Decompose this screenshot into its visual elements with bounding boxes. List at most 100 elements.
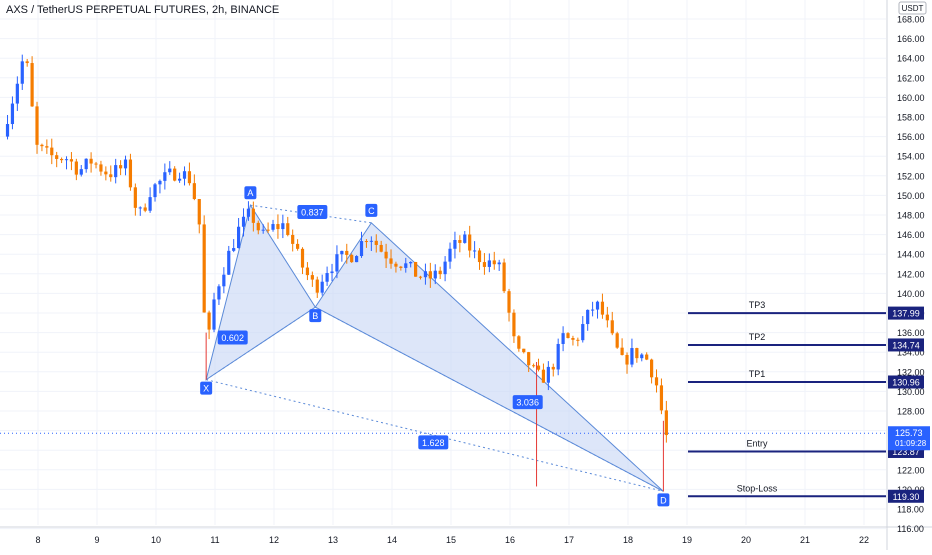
candle-body [50,147,54,156]
candle-body [25,61,29,64]
candle-body [394,263,398,267]
candle-body [369,240,373,242]
candle-body [556,343,560,370]
candle-body [148,197,152,211]
candle-body [212,299,216,330]
candle-body [364,241,369,243]
candle-body [207,312,211,330]
y-tick-label: 116.00 [897,524,924,534]
y-tick-label: 152.00 [897,171,925,181]
candle-body [256,222,260,231]
candle-body [522,348,526,353]
candle-body [581,324,585,341]
ratio-label: 1.628 [422,438,445,448]
candle-body [241,216,246,227]
candle-body [266,229,270,231]
pattern-triangle [205,203,316,381]
candle-body [453,240,457,249]
y-tick-label: 162.00 [897,73,925,83]
pattern-point-marker [657,493,670,507]
x-tick-label: 14 [387,535,397,545]
candle-body [104,171,108,175]
candle-body [30,63,34,107]
candle-body [487,260,491,267]
candle-body [222,274,226,287]
candle-body [128,159,133,188]
candle-body [40,144,44,147]
pattern-point-marker [244,186,257,200]
candle-body [197,199,201,225]
candle-body [605,314,609,321]
candle-body [168,168,172,173]
pattern-point-label: X [203,384,209,394]
candle-body [650,359,654,378]
candle-body [561,333,565,344]
candle-body [276,224,280,230]
ratio-box [512,395,543,410]
candle-body [463,234,467,243]
y-tick-label: 132.00 [897,367,925,377]
candle-body [143,207,147,211]
candle-body [659,385,664,411]
x-tick-label: 15 [446,535,456,545]
candle-body [173,168,177,181]
current-price-box [888,426,930,451]
candle-body [640,354,644,359]
candle-body [99,164,103,172]
candle-body [409,261,413,264]
candle-body [55,155,59,159]
level-name: TP1 [749,369,766,379]
candle-body [482,262,487,267]
candle-body [10,103,15,125]
y-tick-label: 142.00 [897,269,925,279]
y-tick-label: 144.00 [897,250,925,260]
candle-body [232,248,236,251]
candle-body [315,279,319,293]
candle-body [384,251,388,259]
candle-body [448,248,452,262]
y-tick-label: 140.00 [897,289,925,299]
level-name: TP2 [749,332,766,342]
candle-body [119,165,123,169]
candle-body [305,267,310,276]
candle-body [187,171,192,184]
candle-body [527,352,531,366]
candle-body [551,366,555,370]
level-price-label: 123.87 [892,447,920,457]
x-tick-label: 13 [328,535,338,545]
candle-body [158,180,162,185]
candle-body [153,184,157,198]
x-tick-label: 12 [269,535,279,545]
candle-body [428,271,432,279]
y-tick-label: 146.00 [897,230,925,240]
ratio-box [418,435,449,450]
candle-body [664,410,668,436]
level-price-label: 119.30 [893,492,920,502]
candle-body [571,338,575,340]
candle-body [340,250,344,255]
x-tick-label: 8 [35,535,40,545]
x-tick-label: 22 [859,535,869,545]
y-tick-label: 154.00 [897,152,925,162]
x-tick-label: 10 [151,535,161,545]
candle-body [271,224,275,230]
candle-body [635,348,639,359]
level-price-label: 134.74 [892,340,920,350]
candle-body [84,158,88,170]
candle-body [60,158,64,161]
candle-body [355,256,359,263]
candle-body [20,61,24,84]
candle-body [163,172,167,181]
candle-body [123,159,128,169]
x-tick-label: 9 [94,535,99,545]
candle-body [114,165,118,178]
candle-body [443,261,447,275]
candle-body [610,320,614,334]
candle-body [202,224,206,313]
x-tick-label: 16 [505,535,515,545]
ratio-label: 3.036 [516,398,539,408]
candle-body [251,208,255,223]
candle-body [423,271,428,278]
candle-body [89,158,93,164]
